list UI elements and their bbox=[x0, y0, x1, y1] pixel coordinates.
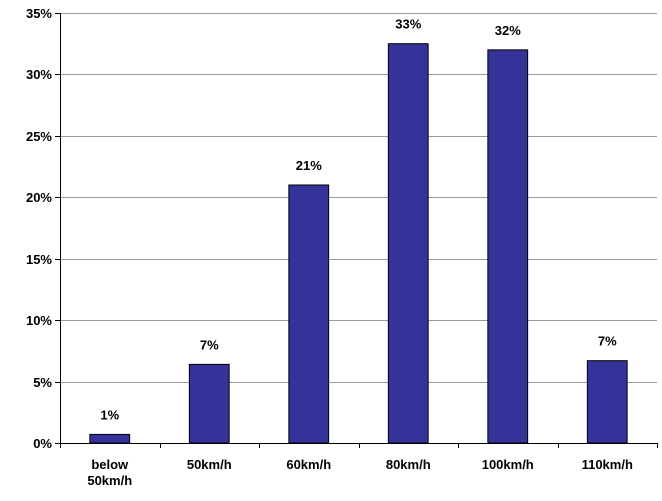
y-tick-label: 20% bbox=[26, 190, 52, 205]
data-label: 7% bbox=[598, 334, 617, 349]
bar bbox=[586, 360, 628, 444]
x-tick-label: 50km/h bbox=[87, 473, 132, 488]
y-tick-label: 15% bbox=[26, 252, 52, 267]
y-tick-label: 25% bbox=[26, 129, 52, 144]
y-tick-label: 5% bbox=[33, 375, 52, 390]
data-label: 33% bbox=[395, 17, 421, 32]
data-label: 21% bbox=[296, 158, 322, 173]
bars bbox=[89, 43, 628, 444]
x-tick-label: 110km/h bbox=[582, 457, 633, 472]
x-tick-label: 60km/h bbox=[286, 457, 331, 472]
x-tick-label: 100km/h bbox=[482, 457, 534, 472]
bar bbox=[487, 49, 529, 444]
x-tick-label: 50km/h bbox=[187, 457, 232, 472]
y-tick-label: 0% bbox=[33, 436, 52, 451]
y-tick-label: 10% bbox=[26, 313, 52, 328]
gridlines bbox=[60, 13, 657, 383]
data-label: 1% bbox=[100, 407, 119, 422]
bar bbox=[387, 43, 429, 444]
labels: 0%5%10%15%20%25%30%35%1%below50km/h7%50k… bbox=[26, 6, 633, 488]
bar bbox=[188, 363, 230, 444]
data-label: 32% bbox=[495, 23, 521, 38]
x-tick-label: below bbox=[91, 457, 129, 472]
axes bbox=[55, 13, 658, 448]
bar bbox=[288, 184, 330, 444]
x-tick-label: 80km/h bbox=[386, 457, 431, 472]
data-label: 7% bbox=[200, 337, 219, 352]
y-tick-label: 30% bbox=[26, 67, 52, 82]
y-tick-label: 35% bbox=[26, 6, 52, 21]
bar bbox=[89, 433, 131, 444]
